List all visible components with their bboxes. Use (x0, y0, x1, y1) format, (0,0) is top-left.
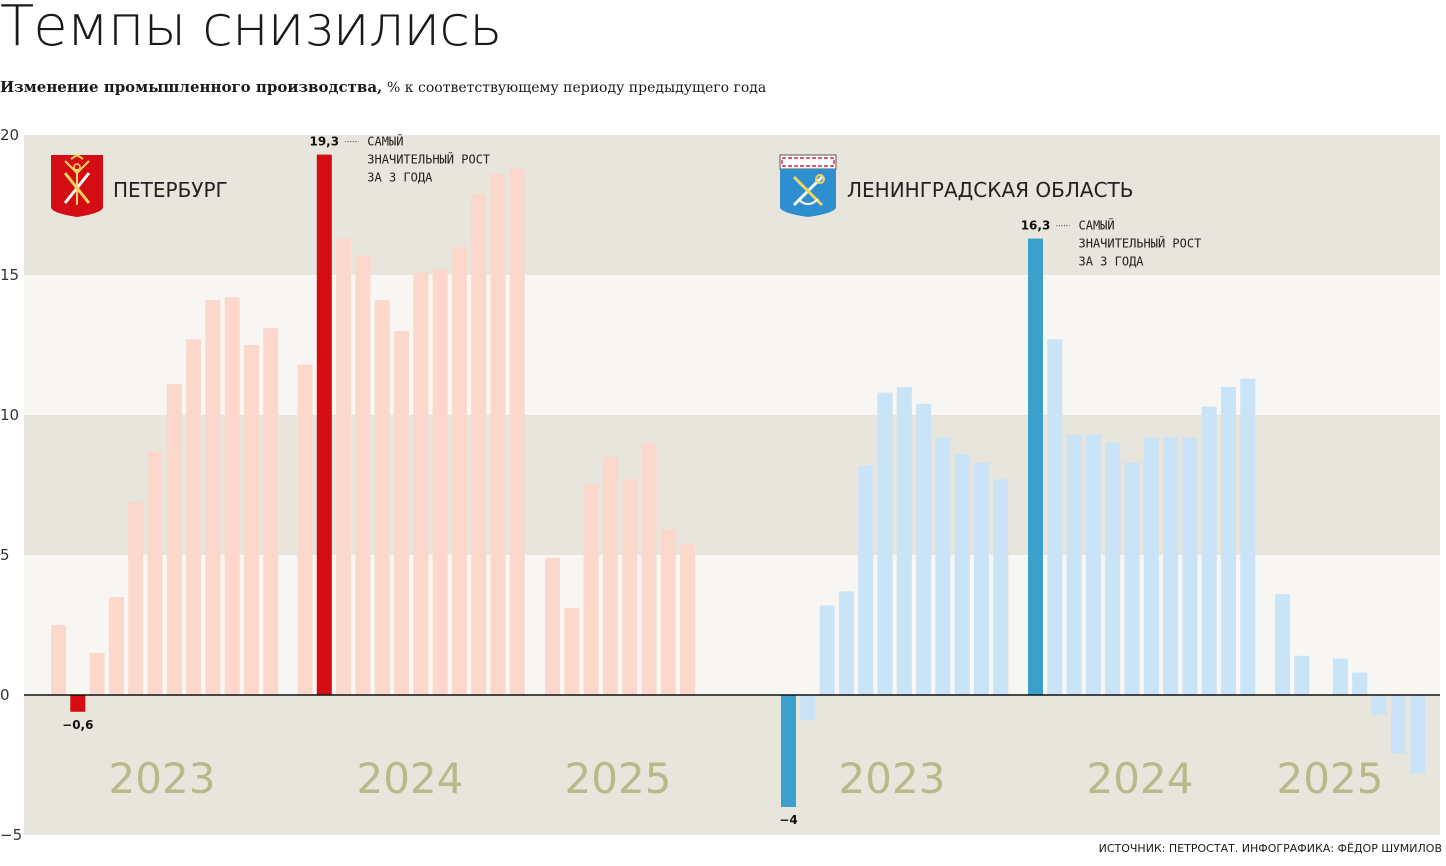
bar (509, 168, 525, 696)
y-tick-label: 20 (0, 126, 19, 144)
subtitle-rest: % к соответствующему периоду предыдущего… (387, 80, 767, 96)
y-tick-label: −5 (0, 826, 22, 844)
annotation-line: ЗА 3 ГОДА (1079, 255, 1145, 269)
data-label: −4 (779, 813, 797, 827)
annotation-line: ЗНАЧИТЕЛЬНЫЙ РОСТ (367, 152, 490, 167)
bar (1221, 387, 1236, 695)
bar (432, 269, 448, 695)
bar (1182, 437, 1198, 695)
bar (186, 339, 202, 695)
bar (545, 557, 560, 695)
bar (680, 543, 696, 695)
bar (1085, 434, 1101, 695)
subtitle-bold: Изменение промышленного производства, (0, 78, 383, 96)
bar (1352, 672, 1368, 695)
bar (471, 193, 487, 696)
bar (800, 695, 816, 721)
bar (244, 345, 259, 695)
bar (1294, 655, 1310, 695)
data-label: 16,3 (1021, 219, 1051, 233)
bar (166, 384, 182, 695)
annotation-line: САМЫЙ (1079, 218, 1115, 233)
bar (147, 451, 163, 695)
grid-band-0 (24, 135, 1440, 275)
leningrad-oblast-coat-of-arms-icon (779, 154, 837, 217)
bar (355, 255, 371, 695)
bar (916, 403, 932, 695)
bar (1105, 443, 1121, 695)
data-label: −0,6 (62, 718, 93, 732)
bar (89, 653, 105, 695)
bar (374, 300, 390, 695)
bar (263, 328, 279, 695)
annotation-line: ЗНАЧИТЕЛЬНЫЙ РОСТ (1079, 236, 1202, 251)
bar (564, 608, 580, 695)
bar (51, 625, 66, 695)
region-name: ЛЕНИНГРАДСКАЯ ОБЛАСТЬ (847, 178, 1133, 202)
bar (1390, 695, 1406, 754)
bar (413, 272, 429, 695)
bar (224, 297, 240, 695)
bar (1124, 462, 1140, 695)
chart-subtitle: Изменение промышленного производства, % … (0, 78, 766, 96)
y-tick-label: 0 (0, 686, 10, 704)
bar (602, 457, 618, 695)
bar (641, 443, 657, 695)
bar (1332, 658, 1348, 695)
bar (1143, 437, 1159, 695)
region-name: ПЕТЕРБУРГ (113, 178, 228, 202)
bar (1240, 378, 1256, 695)
bar (128, 501, 144, 695)
bar (993, 479, 1009, 695)
spb-coat-of-arms-icon (51, 153, 103, 217)
bar (70, 695, 86, 712)
bar (622, 479, 638, 695)
bar (877, 392, 893, 695)
bar (1371, 695, 1387, 715)
year-label-2024: 2024 (1087, 754, 1194, 803)
grid-band-1 (24, 275, 1440, 415)
bar (108, 597, 124, 695)
bar (896, 387, 912, 695)
annotation-line: САМЫЙ (367, 134, 403, 149)
year-label-2023: 2023 (839, 754, 946, 803)
year-label-2023: 2023 (109, 754, 216, 803)
bar (336, 238, 352, 695)
bar (297, 364, 313, 695)
bar (954, 454, 970, 695)
bar (451, 247, 467, 695)
bar (1047, 339, 1063, 695)
bar (858, 465, 874, 695)
bar (490, 174, 506, 695)
y-tick-label: 15 (0, 266, 19, 284)
bar (583, 485, 599, 695)
year-label-2025: 2025 (565, 754, 672, 803)
page-title: Темпы снизились (0, 0, 502, 59)
source-credit: ИСТОЧНИК: ПЕТРОСТАТ. ИНФОГРАФИКА: ФЁДОР … (1098, 842, 1442, 855)
bar (1066, 434, 1082, 695)
data-label: 19,3 (309, 135, 339, 149)
bar (1410, 695, 1426, 774)
annotation-line: ЗА 3 ГОДА (367, 171, 433, 185)
y-tick-label: 5 (0, 546, 10, 564)
bar (1028, 238, 1043, 695)
bar (781, 695, 796, 807)
bar (935, 437, 951, 695)
bar (819, 605, 835, 695)
grid-band-4 (24, 695, 1440, 835)
bar (660, 529, 676, 695)
year-label-2024: 2024 (357, 754, 464, 803)
bar (1163, 437, 1179, 695)
bar (205, 300, 221, 695)
bar (1275, 594, 1290, 695)
year-label-2025: 2025 (1277, 754, 1384, 803)
bar (316, 154, 332, 696)
bar (838, 591, 854, 695)
bar (974, 462, 989, 695)
y-tick-label: 10 (0, 406, 19, 424)
bar (394, 331, 409, 695)
bar (1201, 406, 1217, 695)
